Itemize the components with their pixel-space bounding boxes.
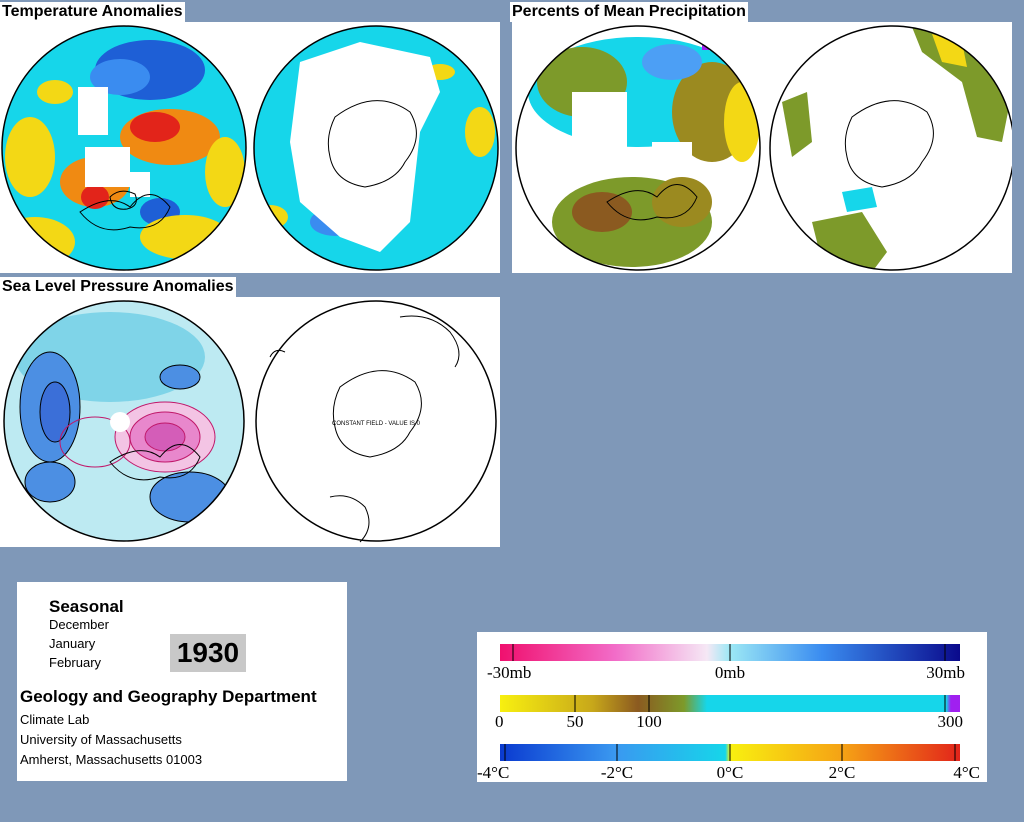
temp-label-minus2: -2°C [601,763,633,782]
month-february: February [49,655,102,670]
temperature-north-hemisphere [2,26,246,270]
pressure-north-hemisphere [4,301,244,541]
temperature-panel [0,22,500,273]
color-legend: -30mb 0mb 30mb 0 50 100 300 -4°C -2°C 0°… [477,632,987,782]
pressure-label-max: 30mb [926,663,965,682]
pressure-south-hemisphere: CONSTANT FIELD - VALUE IS 0 [255,300,497,543]
temperature-title: Temperature Anomalies [0,2,185,22]
temp-label-zero: 0°C [717,763,744,782]
pressure-label-min: -30mb [487,663,531,682]
precipitation-panel [512,22,1012,273]
address-line-2: University of Massachusetts [20,732,182,747]
legend-bars: -30mb 0mb 30mb 0 50 100 300 -4°C -2°C 0°… [477,644,980,782]
temp-label-plus2: 2°C [829,763,856,782]
precipitation-north-hemisphere [516,26,760,270]
precipitation-south-hemisphere [770,26,1012,270]
temperature-south-hemisphere [254,26,498,270]
constant-field-note: CONSTANT FIELD - VALUE IS 0 [332,421,421,427]
info-box: Seasonal December January February 1930 … [17,582,347,781]
temp-label-plus4: 4°C [953,763,980,782]
address-line-1: Climate Lab [20,712,90,727]
precip-label-50: 50 [567,712,584,731]
precip-label-0: 0 [495,712,504,731]
address-line-3: Amherst, Massachusetts 01003 [20,752,203,767]
year-badge: 1930 [170,634,246,672]
pressure-panel: CONSTANT FIELD - VALUE IS 0 [0,297,500,547]
temp-label-minus4: -4°C [477,763,509,782]
pressure-label-zero: 0mb [715,663,745,682]
precipitation-maps [515,25,1012,271]
season-label: Seasonal [49,597,124,616]
pressure-title: Sea Level Pressure Anomalies [0,277,236,297]
precip-label-100: 100 [636,712,662,731]
department-name: Geology and Geography Department [20,687,317,706]
pressure-maps: CONSTANT FIELD - VALUE IS 0 [3,300,497,543]
temperature-maps [1,25,499,271]
month-january: January [49,636,96,651]
precip-label-300: 300 [938,712,964,731]
precipitation-title: Percents of Mean Precipitation [510,2,748,22]
month-december: December [49,617,109,632]
precipitation-scale-bar [500,695,960,712]
